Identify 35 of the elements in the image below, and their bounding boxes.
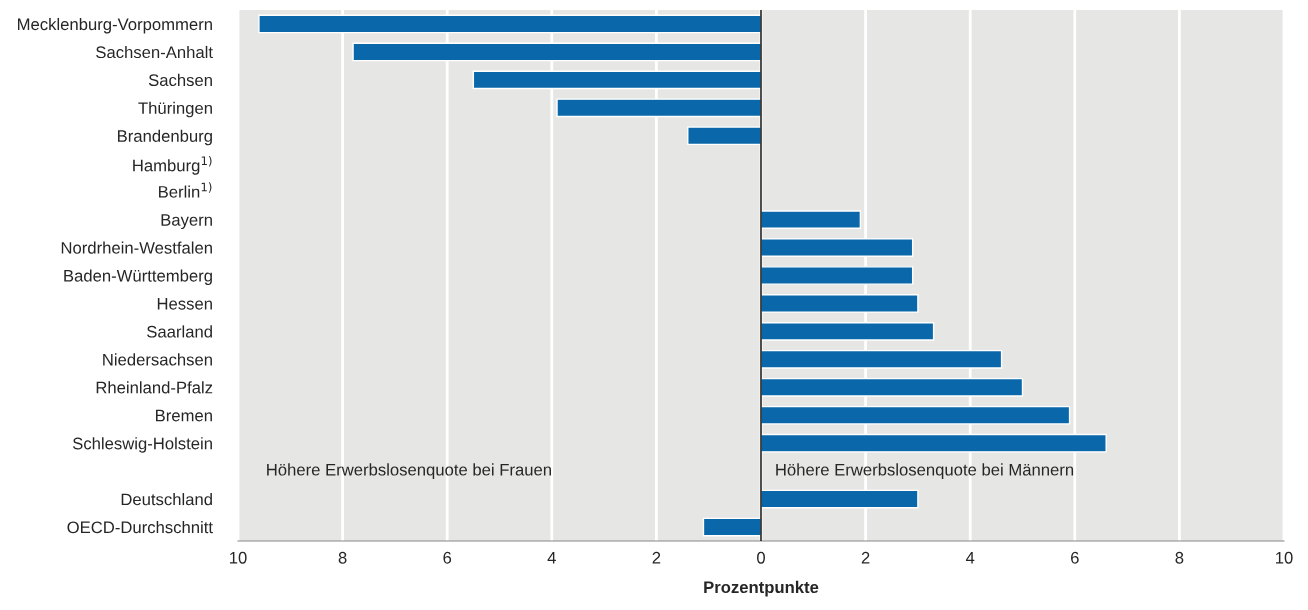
y-tick-label: Schleswig-Holstein (72, 437, 212, 453)
y-tick-label: Sachsen (148, 73, 212, 87)
y-tick-label: OECD-Durchschnitt (67, 520, 213, 534)
x-tick-label: 2 (652, 551, 661, 564)
x-tick-label: 8 (1175, 551, 1184, 564)
bar (702, 517, 762, 537)
y-tick-label: Saarland (147, 325, 212, 338)
y-tick-label: Rheinland-Pfalz (96, 381, 213, 394)
x-tick-label: 10 (1276, 551, 1293, 564)
bar (687, 126, 762, 146)
x-tick-label: 10 (230, 551, 247, 564)
y-tick-label: Hamburg$^{1)}$ (133, 156, 212, 175)
y-tick-label: Baden-Württemberg (64, 269, 212, 285)
y-tick-label: Bremen (156, 409, 212, 422)
x-tick-label: 6 (443, 551, 452, 564)
y-tick-label: Nordrhein-Westfalen (61, 241, 212, 254)
y-tick-label: Sachsen-Anhalt (96, 45, 213, 59)
x-axis-title: Prozentpunkte (704, 580, 819, 597)
y-tick-label: Bayern (161, 214, 212, 230)
x-tick-label: 0 (757, 551, 765, 564)
y-tick-label: Thüringen (138, 101, 212, 118)
y-tick-label: Deutschland (121, 493, 212, 506)
x-tick-label: 2 (861, 551, 870, 564)
y-tick-label: Mecklenburg-Vorpommern (18, 17, 212, 34)
x-tick-label: 8 (338, 551, 347, 564)
y-tick-label: Niedersachsen (103, 353, 212, 366)
y-tick-label: Hessen (157, 298, 212, 310)
x-tick-label: 4 (965, 552, 975, 564)
x-tick-label: 4 (547, 552, 556, 564)
annotation: Höhere Erwerbslosenquote bei Männern (776, 463, 1074, 479)
y-tick-label: Berlin$^{1)}$ (159, 182, 212, 198)
x-tick-label: 6 (1071, 551, 1079, 564)
y-tick-label: Brandenburg (118, 129, 212, 146)
annotation: Höhere Erwerbslosenquote bei Frauen (267, 463, 551, 479)
bar (760, 210, 862, 229)
